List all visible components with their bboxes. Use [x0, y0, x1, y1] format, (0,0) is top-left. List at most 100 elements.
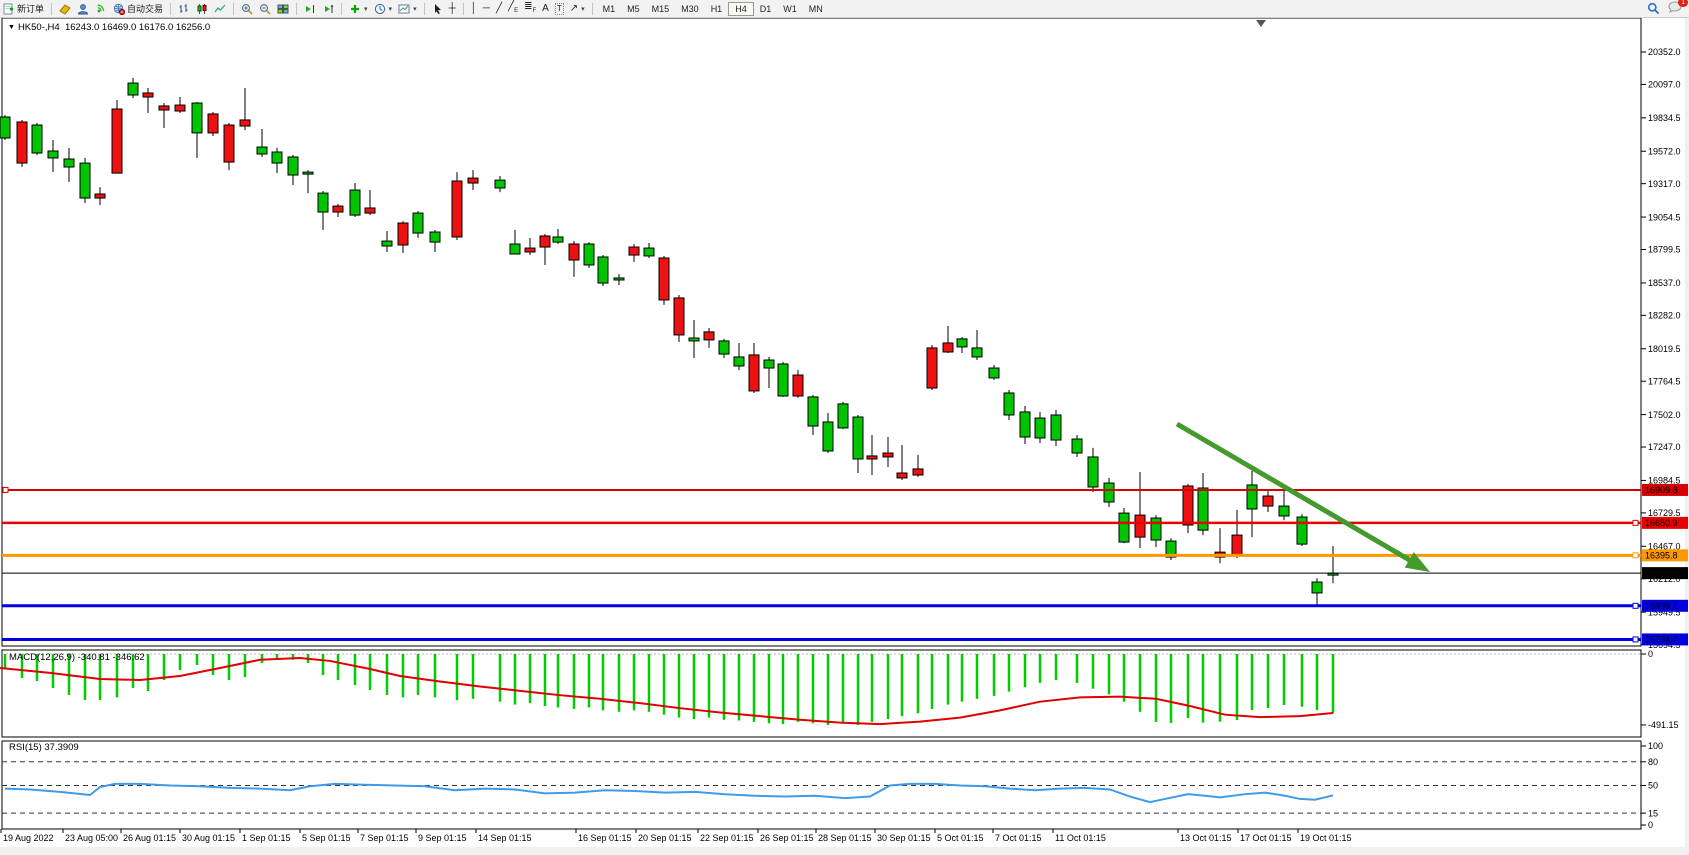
new-order-button[interactable]: 新订单 [0, 1, 47, 16]
price-tick-label: 17247.0 [1648, 442, 1681, 452]
arrows-button[interactable]: ↗ ▾ [567, 1, 588, 16]
indicators-button[interactable]: ▾ [346, 1, 371, 16]
macd-signal-line [0, 657, 1334, 726]
price-tick-label: 19834.5 [1648, 113, 1681, 123]
rsi-axis-label: 80 [1648, 757, 1658, 767]
price-badge-label: 15999.1 [1645, 601, 1678, 611]
signals-button[interactable] [92, 1, 110, 16]
autotrading-button[interactable]: 自动交易 [110, 1, 166, 16]
timeframe-button-mn[interactable]: MN [803, 1, 829, 16]
notifications-button[interactable]: 1 [1668, 0, 1688, 16]
timeframe-button-m15[interactable]: M15 [646, 1, 676, 16]
time-label: 19 Oct 01:15 [1300, 833, 1352, 843]
window-right-edge [1685, 17, 1689, 855]
time-label: 1 Sep 01:15 [242, 833, 291, 843]
candle [688, 319, 700, 358]
horizontal-line-15999.1[interactable]: 15999.1 [2, 599, 1688, 612]
auto-scroll-button[interactable] [301, 1, 319, 16]
candle-body [271, 151, 283, 164]
profile-button[interactable] [74, 1, 92, 16]
macd-indicator-label: MACD(12,26,9) -340.81 -346.62 [9, 652, 145, 663]
candle-body [94, 193, 106, 199]
horizontal-line-16650.9[interactable]: 16650.9 [2, 516, 1688, 529]
trend-arrow[interactable] [1175, 421, 1430, 572]
candle [1296, 514, 1308, 547]
candle [1197, 472, 1209, 536]
candle [583, 242, 595, 269]
timeframe-button-m30[interactable]: M30 [675, 1, 705, 16]
candle [1134, 471, 1146, 549]
dropdown-caret-icon: ▾ [364, 5, 368, 13]
timeframe-button-h1[interactable]: H1 [705, 1, 729, 16]
vertical-line-button[interactable]: │ [468, 1, 480, 16]
horizontal-line-16395.8[interactable]: 16395.8 [2, 549, 1688, 562]
candle [1311, 578, 1323, 606]
timeframe-button-w1[interactable]: W1 [777, 1, 803, 16]
time-axis[interactable]: 19 Aug 2022 23 Aug 05:00 26 Aug 01:15 30 Au… [0, 829, 1352, 843]
timeframe-button-h4[interactable]: H4 [728, 1, 754, 16]
collapse-triangle-icon[interactable]: ▼ [8, 24, 15, 31]
candlestick-button[interactable] [193, 1, 211, 16]
dropdown-caret-icon: ▾ [388, 5, 393, 13]
candle [882, 436, 894, 468]
timeframe-button-d1[interactable]: D1 [754, 1, 778, 16]
candle [302, 170, 314, 194]
trendline-button[interactable]: ╱ [493, 1, 505, 16]
candle [364, 190, 376, 216]
candle [412, 211, 424, 239]
rsi-indicator-label: RSI(15) 37.3909 [9, 742, 79, 753]
candle-body [1197, 487, 1209, 531]
candle-body [1278, 505, 1290, 517]
separator [170, 2, 172, 15]
line-chart-button[interactable] [211, 1, 229, 16]
label-button[interactable]: T [552, 1, 567, 16]
time-label: 19 Aug 2022 [3, 833, 54, 843]
channel-button[interactable]: ╱E [505, 1, 521, 16]
time-label: 13 Oct 01:15 [1180, 833, 1232, 843]
text-button[interactable]: A [539, 1, 552, 16]
candle-body [852, 416, 864, 460]
horizontal-line-16909.8[interactable]: 16909.8 [2, 483, 1688, 496]
tile-windows-button[interactable] [274, 1, 292, 16]
candle-body [429, 231, 441, 243]
horizontal-line-16256[interactable]: 16256.0 [2, 567, 1688, 580]
crosshair-icon: ┼ [448, 2, 456, 14]
label-icon: T [554, 2, 564, 15]
rsi-axis-label: 0 [1648, 820, 1653, 830]
zoom-in-button[interactable] [238, 1, 256, 16]
metaeditor-button[interactable] [56, 1, 74, 16]
candle-body [822, 421, 834, 452]
chart-shift-button[interactable] [319, 1, 337, 16]
candle [718, 338, 730, 358]
horizontal-line-button[interactable]: ─ [480, 1, 493, 16]
candle [271, 147, 283, 174]
line-handle [1632, 519, 1639, 526]
crosshair-button[interactable]: ┼ [446, 1, 459, 16]
candle-body [524, 247, 536, 253]
timeframe-group: M1 M5 M15 M30 H1 H4 D1 W1 MN [597, 0, 829, 17]
chart-symbol-period: HK50-,H4 [17, 22, 60, 33]
candle [0, 114, 11, 141]
candle [1262, 490, 1274, 513]
chart-shift-icon [325, 4, 334, 13]
search-icon[interactable] [1647, 2, 1660, 15]
price-badge-label: 16650.9 [1645, 518, 1678, 528]
fibonacci-button[interactable]: ≣F [521, 1, 539, 16]
templates-button[interactable]: ▾ [395, 1, 420, 16]
time-label: 11 Oct 01:15 [1055, 833, 1106, 843]
cursor-button[interactable] [429, 1, 446, 16]
signals-icon [97, 4, 105, 12]
candle-body [1071, 438, 1083, 454]
zoom-out-button[interactable] [256, 1, 274, 16]
timeframe-button-m5[interactable]: M5 [621, 1, 646, 16]
horizontal-line-15734.7[interactable]: 15734.7 [2, 633, 1688, 646]
candle-body [777, 363, 789, 397]
timeframe-button-m1[interactable]: M1 [597, 1, 622, 16]
chart-shift-marker[interactable] [1256, 20, 1266, 27]
line-handle [1632, 552, 1639, 559]
bar-chart-button[interactable] [175, 1, 193, 16]
periods-button[interactable]: ▾ [371, 1, 396, 16]
candle-body [467, 177, 479, 184]
candle [94, 187, 106, 206]
